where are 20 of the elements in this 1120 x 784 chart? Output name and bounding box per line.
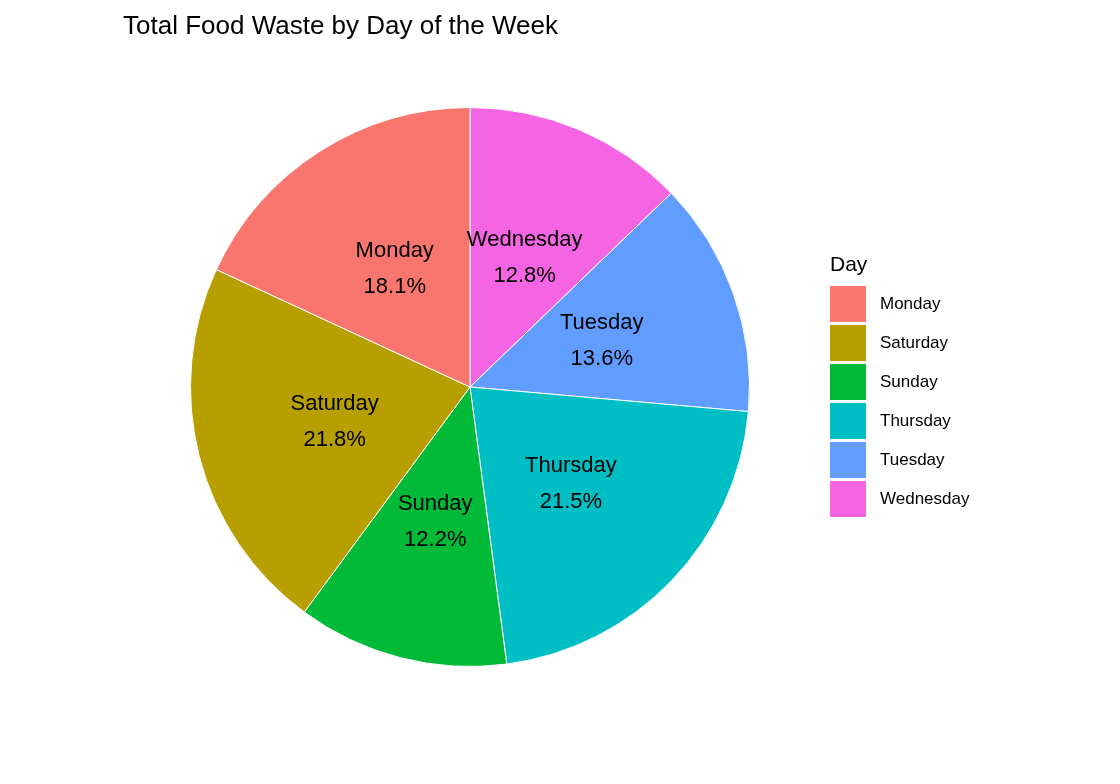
legend-title: Day	[830, 252, 869, 276]
data-label: 13.6%	[570, 344, 633, 370]
data-label: 21.5%	[539, 487, 603, 513]
legend-label: Saturday	[880, 332, 949, 353]
data-label: 12.8%	[493, 262, 556, 288]
slice-label: Saturday	[290, 389, 379, 415]
chart-title: Total Food Waste by Day of the Week	[123, 10, 558, 41]
legend-label: Sunday	[880, 371, 938, 392]
slice-label: Sunday	[397, 490, 473, 516]
slice-label: Wednesday	[466, 226, 583, 252]
slice-label: Tuesday	[559, 308, 644, 334]
data-label: 18.1%	[363, 273, 426, 299]
legend-label: Thursday	[880, 410, 951, 431]
legend-label: Wednesday	[880, 488, 970, 509]
data-label: 12.2%	[404, 526, 467, 552]
data-label: 21.8%	[303, 425, 366, 451]
slice-label: Monday	[355, 237, 434, 263]
slice-label: Thursday	[525, 451, 617, 477]
legend-label: Monday	[880, 293, 941, 314]
legend-label: Tuesday	[880, 449, 945, 470]
